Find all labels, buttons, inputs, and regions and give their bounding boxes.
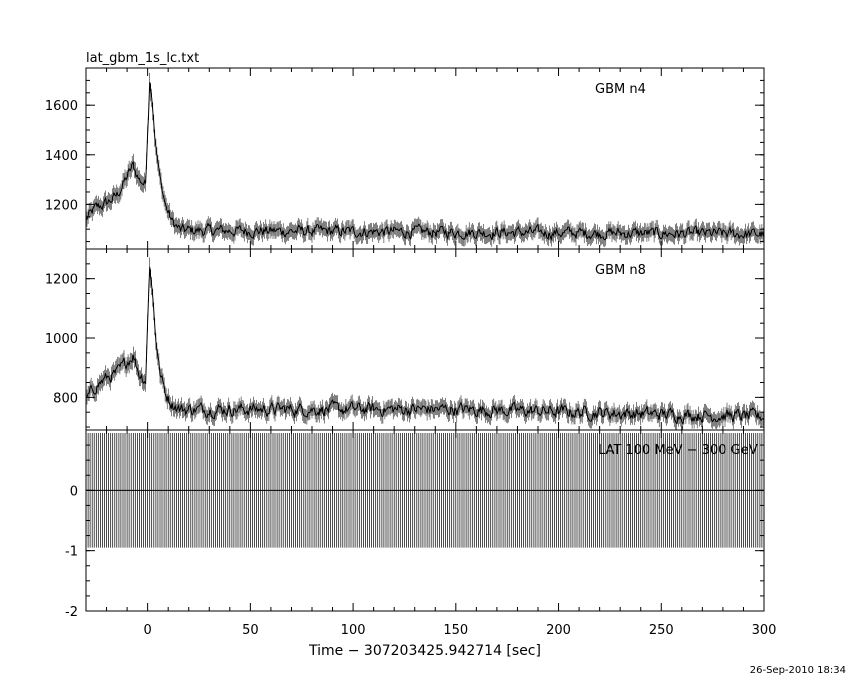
y-tick-label: 1400 bbox=[45, 149, 78, 164]
y-tick-label: 1000 bbox=[45, 332, 78, 347]
chart-title: lat_gbm_1s_lc.txt bbox=[86, 51, 199, 66]
y-tick-label: 1200 bbox=[45, 273, 78, 288]
x-axis-label: Time − 307203425.942714 [sec] bbox=[308, 643, 541, 659]
x-tick-label: 150 bbox=[443, 623, 468, 638]
panel-label-gbm-n4: GBM n4 bbox=[595, 82, 646, 97]
x-tick-label: 300 bbox=[752, 623, 777, 638]
panel-lat: LAT 100 MeV − 300 GeV -2-10 bbox=[65, 429, 765, 620]
y-tick-label: 0 bbox=[70, 484, 78, 499]
y-tick-label: -2 bbox=[65, 605, 78, 620]
x-tick-label: 200 bbox=[546, 623, 571, 638]
x-tick-label: 0 bbox=[143, 623, 151, 638]
panel-gbm-n8: GBM n8 800 1000 1200 bbox=[45, 248, 765, 431]
date-stamp: 26-Sep-2010 18:34 bbox=[749, 665, 846, 676]
light-curve-series bbox=[85, 266, 765, 426]
panel-gbm-n4: GBM n4 1200 1400 1600 bbox=[45, 67, 765, 250]
y-tick-label: 1200 bbox=[45, 198, 78, 213]
y-tick-label: 800 bbox=[53, 391, 78, 406]
x-tick-label: 50 bbox=[242, 623, 259, 638]
x-axis-ticks: 0 50 100 150 200 250 300 bbox=[143, 623, 776, 638]
error-bars-series bbox=[85, 257, 765, 430]
error-bars-series bbox=[85, 72, 765, 248]
panel-label-gbm-n8: GBM n8 bbox=[595, 263, 646, 278]
x-tick-label: 250 bbox=[649, 623, 674, 638]
x-tick-label: 100 bbox=[341, 623, 366, 638]
light-curve-series bbox=[85, 82, 765, 242]
y-tick-label: -1 bbox=[65, 545, 78, 560]
y-tick-label: 1600 bbox=[45, 99, 78, 114]
